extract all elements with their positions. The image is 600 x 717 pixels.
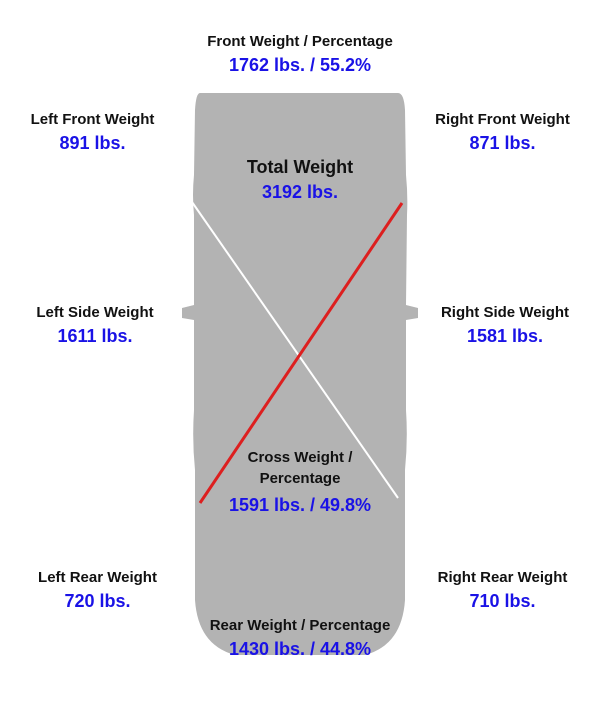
cross-weight-label-line1: Cross Weight / — [247, 449, 353, 466]
left-side-weight-value: 1611 lbs. — [57, 326, 133, 346]
rear-weight-block: Rear Weight / Percentage 1430 lbs. / 44.… — [150, 617, 450, 660]
total-weight-label: Total Weight — [246, 157, 354, 177]
left-front-weight-label: Left Front Weight — [30, 111, 155, 128]
right-side-weight-value: 1581 lbs. — [466, 326, 544, 346]
right-rear-weight-value: 710 lbs. — [469, 591, 536, 611]
cross-weight-block: Cross Weight / Percentage 1591 lbs. / 49… — [205, 449, 395, 516]
right-side-weight-label: Right Side Weight — [440, 304, 570, 321]
total-weight-block: Total Weight 3192 lbs. — [210, 156, 390, 203]
right-front-weight-value: 871 lbs. — [469, 133, 536, 153]
cross-weight-value: 1591 lbs. / 49.8% — [228, 495, 372, 515]
rear-cross-line — [198, 202, 404, 504]
car-body — [182, 93, 418, 655]
front-cross-line — [191, 201, 399, 499]
right-rear-weight-block: Right Rear Weight 710 lbs. — [405, 569, 600, 612]
right-front-weight-block: Right Front Weight 871 lbs. — [405, 111, 600, 154]
cross-weight-label-line2: Percentage — [259, 470, 341, 487]
left-side-weight-label: Left Side Weight — [36, 304, 154, 321]
total-weight-value: 3192 lbs. — [261, 182, 339, 202]
right-side-weight-block: Right Side Weight 1581 lbs. — [410, 304, 600, 347]
rear-weight-value: 1430 lbs. / 44.8% — [228, 639, 372, 659]
front-weight-block: Front Weight / Percentage 1762 lbs. / 55… — [150, 33, 450, 76]
rear-weight-label: Rear Weight / Percentage — [209, 617, 391, 634]
right-rear-weight-label: Right Rear Weight — [437, 569, 568, 586]
left-side-weight-block: Left Side Weight 1611 lbs. — [0, 304, 190, 347]
front-weight-value: 1762 lbs. / 55.2% — [228, 55, 372, 75]
left-rear-weight-label: Left Rear Weight — [38, 569, 157, 586]
left-front-weight-value: 891 lbs. — [59, 133, 126, 153]
left-front-weight-block: Left Front Weight 891 lbs. — [0, 111, 185, 154]
front-weight-label: Front Weight / Percentage — [207, 33, 393, 50]
left-rear-weight-value: 720 lbs. — [64, 591, 131, 611]
left-rear-weight-block: Left Rear Weight 720 lbs. — [0, 569, 195, 612]
right-front-weight-label: Right Front Weight — [435, 111, 570, 128]
